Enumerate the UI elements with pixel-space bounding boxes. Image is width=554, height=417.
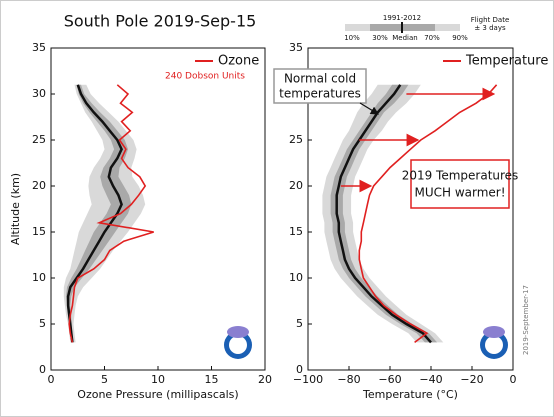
y-tick-label: 30 bbox=[32, 87, 46, 100]
x-tick-label: −60 bbox=[378, 373, 401, 386]
annotation: MUCH warmer! bbox=[414, 186, 505, 200]
annotation: 240 Dobson Units bbox=[165, 72, 245, 82]
x-tick-label: −100 bbox=[293, 373, 323, 386]
y-tick-label: 35 bbox=[32, 41, 46, 54]
y-tick-label: 35 bbox=[289, 41, 303, 54]
chart-title: South Pole 2019-Sep-15 bbox=[64, 12, 257, 31]
noaa-logo bbox=[224, 326, 508, 359]
legend-note: Flight Date bbox=[471, 16, 510, 24]
x-tick-label: −20 bbox=[460, 373, 483, 386]
legend-label: 30% bbox=[372, 34, 388, 42]
x-tick-label: 0 bbox=[48, 373, 55, 386]
annotation-box bbox=[410, 159, 510, 209]
series-line bbox=[358, 84, 498, 344]
annotation: 2019 Temperatures bbox=[402, 169, 519, 183]
y-tick-label: 10 bbox=[289, 271, 303, 284]
annotation: Normal cold bbox=[284, 72, 356, 86]
legend-note: ± 3 days bbox=[474, 24, 506, 32]
x-tick-label: 0 bbox=[510, 373, 517, 386]
y-tick-label: 5 bbox=[39, 317, 46, 330]
legend-label: 90% bbox=[452, 34, 468, 42]
x-tick-label: 20 bbox=[258, 373, 272, 386]
annotation-box bbox=[273, 68, 367, 104]
y-tick-label: 25 bbox=[32, 133, 46, 146]
legend-label: Median bbox=[392, 34, 417, 42]
x-axis-label: Ozone Pressure (millipascals) bbox=[77, 388, 238, 401]
side-note: 2019-September-17 bbox=[522, 285, 530, 355]
legend-title: 1991-2012 bbox=[383, 14, 421, 22]
series-line bbox=[68, 84, 154, 343]
annotation-arrow bbox=[359, 102, 380, 115]
y-axis-label: Altitude (km) bbox=[9, 173, 22, 245]
y-tick-label: 20 bbox=[289, 179, 303, 192]
x-tick-label: −40 bbox=[419, 373, 442, 386]
y-tick-label: 20 bbox=[32, 179, 46, 192]
legend-label: Temperature bbox=[465, 54, 548, 69]
x-axis-label: Temperature (°C) bbox=[362, 388, 458, 401]
legend-label: 10% bbox=[344, 34, 360, 42]
annotation: temperatures bbox=[279, 87, 361, 101]
x-tick-label: −80 bbox=[337, 373, 360, 386]
y-tick-label: 15 bbox=[289, 225, 303, 238]
y-tick-label: 25 bbox=[289, 133, 303, 146]
median-line bbox=[66, 84, 123, 343]
x-tick-label: 5 bbox=[101, 373, 108, 386]
x-tick-label: 10 bbox=[151, 373, 165, 386]
median-line bbox=[335, 84, 432, 344]
y-tick-label: 0 bbox=[39, 363, 46, 376]
percentile-band bbox=[66, 84, 132, 343]
legend-label: 70% bbox=[424, 34, 440, 42]
y-tick-label: 10 bbox=[32, 271, 46, 284]
y-tick-label: 5 bbox=[296, 317, 303, 330]
y-tick-label: 15 bbox=[32, 225, 46, 238]
y-tick-label: 0 bbox=[296, 363, 303, 376]
plot-frame bbox=[307, 47, 514, 371]
percentile-band bbox=[330, 84, 438, 343]
legend-label: Ozone bbox=[218, 54, 259, 69]
x-tick-label: 15 bbox=[205, 373, 219, 386]
